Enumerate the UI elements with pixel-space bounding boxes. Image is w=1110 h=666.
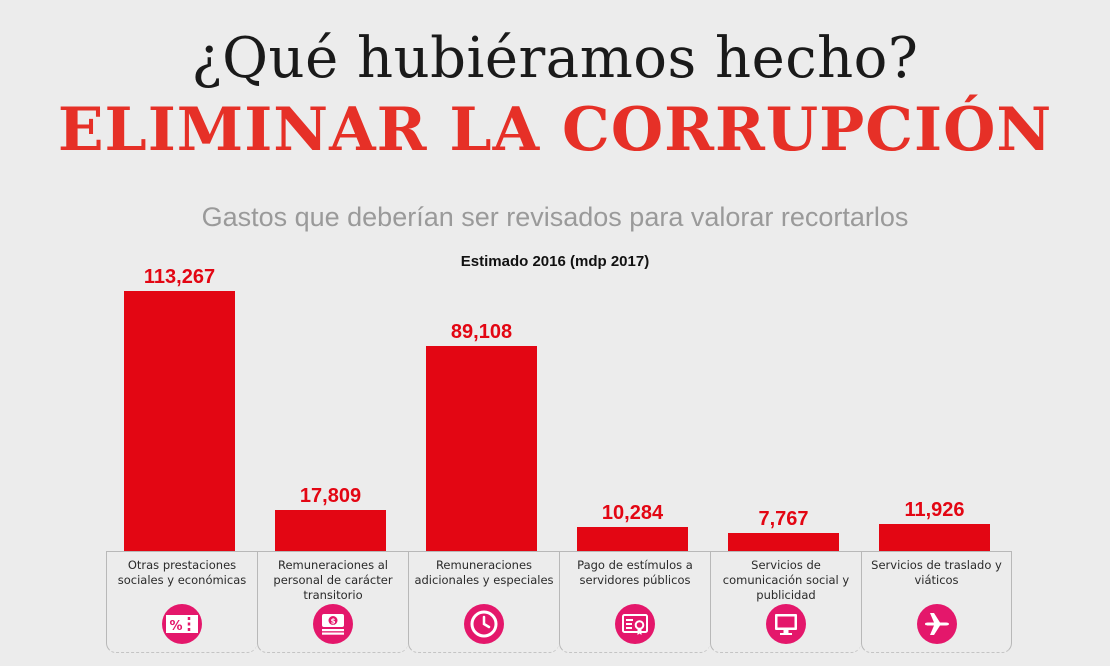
category-card: Remuneraciones adicionales y especiales	[408, 551, 559, 653]
certificate-icon	[615, 604, 655, 644]
bar-value-label: 17,809	[299, 485, 362, 507]
bar	[124, 291, 235, 551]
percent-ticket-icon: %	[162, 604, 202, 644]
category-label: Servicios de comunicación social y publi…	[722, 558, 850, 602]
svg-text:%: %	[169, 619, 182, 634]
bar	[879, 524, 990, 551]
category-card: Pago de estímulos a servidores públicos	[559, 551, 710, 653]
category-label: Servicios de traslado y viáticos	[871, 558, 1002, 587]
bar	[577, 527, 688, 551]
unit-label: Estimado 2016 (mdp 2017)	[460, 253, 650, 270]
category-card: Servicios de comunicación social y publi…	[710, 551, 861, 653]
clock-icon	[464, 604, 504, 644]
category-card: Servicios de traslado y viáticos	[861, 551, 1012, 653]
category-label: Remuneraciones al personal de carácter t…	[273, 558, 393, 602]
category-label: Otras prestaciones sociales y económicas	[117, 558, 247, 587]
money-stack-icon: $	[313, 604, 353, 644]
bar	[426, 346, 537, 551]
bar-value-label: 11,926	[904, 499, 965, 521]
monitor-icon	[766, 604, 806, 644]
bar-value-label: 10,284	[601, 502, 664, 524]
airplane-icon	[917, 604, 957, 644]
title-headline: ELIMINAR LA CORRUPCIÓN	[57, 95, 1053, 165]
chart-subtitle: Gastos que deberían ser revisados para v…	[201, 202, 909, 232]
category-label: Pago de estímulos a servidores públicos	[577, 558, 693, 587]
category-card: Remuneraciones al personal de carácter t…	[257, 551, 408, 653]
bar-value-label: 89,108	[450, 321, 513, 343]
bar	[728, 533, 839, 551]
title-question: ¿Qué hubiéramos hecho?	[191, 26, 919, 91]
bar-value-label: 113,267	[143, 266, 216, 288]
svg-text:$: $	[331, 618, 336, 626]
category-label: Remuneraciones adicionales y especiales	[414, 558, 554, 587]
category-card: Otras prestaciones sociales y económicas…	[106, 551, 257, 653]
bar	[275, 510, 386, 551]
bar-value-label: 7,767	[758, 508, 809, 530]
